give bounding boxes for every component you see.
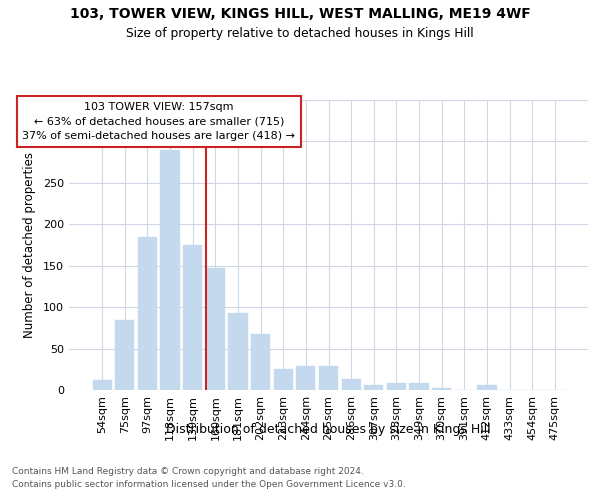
Bar bbox=[206, 268, 225, 390]
Text: 103 TOWER VIEW: 157sqm
← 63% of detached houses are smaller (715)
37% of semi-de: 103 TOWER VIEW: 157sqm ← 63% of detached… bbox=[22, 102, 295, 141]
Text: Contains public sector information licensed under the Open Government Licence v3: Contains public sector information licen… bbox=[12, 480, 406, 489]
Bar bbox=[229, 313, 248, 390]
Bar bbox=[477, 385, 497, 390]
Bar bbox=[274, 370, 293, 390]
Bar bbox=[138, 236, 157, 390]
Text: Distribution of detached houses by size in Kings Hill: Distribution of detached houses by size … bbox=[166, 422, 491, 436]
Bar bbox=[160, 150, 180, 390]
Bar bbox=[409, 384, 428, 390]
Bar bbox=[364, 385, 383, 390]
Text: Contains HM Land Registry data © Crown copyright and database right 2024.: Contains HM Land Registry data © Crown c… bbox=[12, 467, 364, 476]
Bar bbox=[319, 366, 338, 390]
Bar bbox=[296, 366, 316, 390]
Text: Size of property relative to detached houses in Kings Hill: Size of property relative to detached ho… bbox=[126, 28, 474, 40]
Bar bbox=[115, 320, 134, 390]
Y-axis label: Number of detached properties: Number of detached properties bbox=[23, 152, 36, 338]
Bar bbox=[341, 379, 361, 390]
Text: 103, TOWER VIEW, KINGS HILL, WEST MALLING, ME19 4WF: 103, TOWER VIEW, KINGS HILL, WEST MALLIN… bbox=[70, 8, 530, 22]
Bar bbox=[251, 334, 270, 390]
Bar bbox=[387, 384, 406, 390]
Bar bbox=[183, 245, 202, 390]
Bar bbox=[432, 388, 451, 390]
Bar bbox=[92, 380, 112, 390]
